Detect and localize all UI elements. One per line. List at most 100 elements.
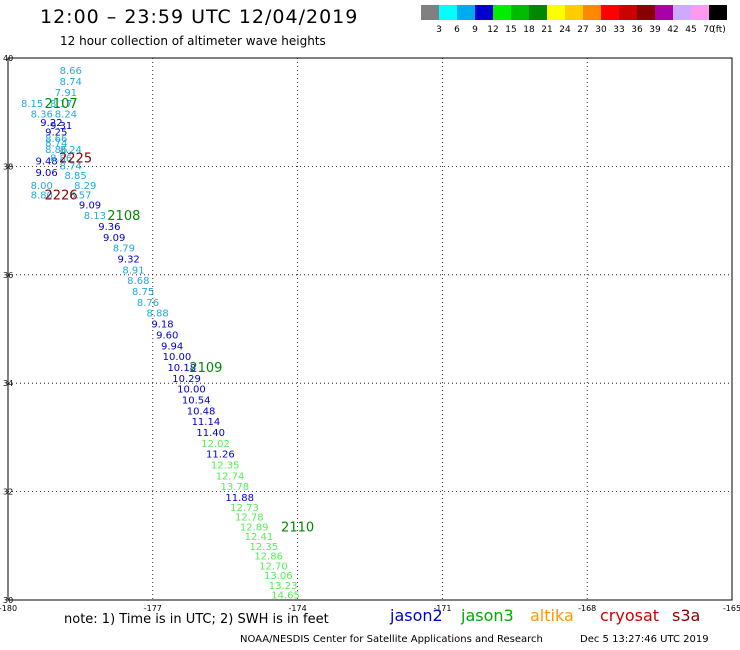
wave-height-value: 12.02	[201, 439, 230, 450]
wave-height-value: 8.68	[127, 276, 149, 287]
y-tick-label: 38	[3, 162, 13, 171]
x-tick-label: -180	[0, 604, 17, 613]
wave-height-value: 8.80	[31, 191, 53, 202]
wave-height-value: 10.54	[182, 395, 211, 406]
colorbar-tick-label: 33	[613, 25, 624, 35]
wave-height-value: 12.74	[216, 471, 245, 482]
colorbar-tick-label: 18	[523, 25, 535, 35]
colorbar-swatch	[637, 5, 655, 20]
pass-time-label: 2225	[59, 152, 92, 167]
y-tick-label: 30	[3, 596, 13, 605]
colorbar-tick-label: 9	[472, 25, 478, 35]
wave-height-value: 12.73	[230, 503, 259, 514]
sat-cryosat: cryosat	[600, 606, 660, 625]
wave-height-value: 8.00	[31, 181, 53, 192]
wave-height-value: 11.26	[206, 450, 235, 461]
wave-height-value: 9.18	[151, 320, 173, 331]
wave-height-value: 8.66	[60, 66, 82, 77]
colorbar-swatch	[673, 5, 691, 20]
colorbar-tick-label: 21	[541, 25, 552, 35]
wave-height-value: 10.29	[172, 374, 201, 385]
x-tick-label: -177	[144, 604, 162, 613]
sat-jason2: jason2	[390, 606, 443, 625]
wave-height-value: 8.74	[45, 139, 67, 150]
wave-height-value: 8.57	[69, 191, 91, 202]
wave-height-value: 8.36	[31, 109, 53, 120]
colorbar-swatch	[421, 5, 439, 20]
wave-height-value: 12.70	[259, 561, 288, 572]
wave-height-value: 10.00	[177, 385, 206, 396]
generated-timestamp: Dec 5 13:27:46 UTC 2019	[580, 634, 709, 645]
wave-height-value: 8.74	[60, 77, 82, 88]
wave-height-value: 12.86	[254, 552, 283, 563]
wave-height-value: 10.48	[187, 406, 216, 417]
wave-height-value: 8.29	[74, 181, 96, 192]
sat-jason3: jason3	[461, 606, 514, 625]
y-tick-label: 34	[3, 379, 13, 388]
wave-height-value: 9.60	[156, 330, 178, 341]
wave-height-value: 12.35	[211, 461, 240, 472]
wave-height-value: 8.66	[45, 134, 67, 145]
wave-height-value: 9.09	[103, 233, 125, 244]
plot-frame	[7, 57, 733, 601]
wave-height-value: 7.91	[55, 88, 77, 99]
colorbar-tick-label: 42	[667, 25, 678, 35]
wave-height-value: 8.74	[60, 161, 82, 172]
wave-height-value: 8.79	[113, 244, 135, 255]
wave-height-value: 13.78	[221, 482, 250, 493]
wave-height-value: 8.24	[60, 145, 82, 156]
sat-altika: altika	[530, 606, 574, 625]
wave-height-value: 12.78	[235, 513, 264, 524]
colorbar-swatch	[601, 5, 619, 20]
wave-height-value: 8.85	[64, 171, 86, 182]
wave-height-value: 8.86	[50, 154, 72, 165]
colorbar-tick-label: 15	[505, 25, 516, 35]
x-tick-label: -171	[433, 604, 451, 613]
wave-height-value: 12.89	[240, 522, 269, 533]
wave-height-value: 9.06	[35, 168, 57, 179]
wave-height-value: 9.94	[161, 341, 183, 352]
x-tick-label: -165	[723, 604, 740, 613]
wave-height-value: 8.86	[45, 145, 67, 156]
wave-height-value: 10.18	[167, 363, 196, 374]
colorbar-unit: (ft)	[712, 25, 726, 35]
colorbar-tick-label: 39	[649, 25, 661, 35]
wave-height-value: 11.14	[192, 417, 221, 428]
pass-time-label: 2226	[45, 189, 78, 204]
wave-height-value: 12.35	[249, 542, 278, 553]
wave-height-value: 11.88	[225, 493, 254, 504]
colorbar-swatch	[547, 5, 565, 20]
colorbar-tick-label: 45	[685, 25, 696, 35]
wave-height-value: 9.36	[98, 222, 120, 233]
wave-height-value: 8.88	[146, 309, 168, 320]
wave-height-value: 11.40	[196, 428, 225, 439]
colorbar-tick-label: 3	[436, 25, 442, 35]
colorbar-swatch	[529, 5, 547, 20]
wave-height-value: 9.22	[40, 118, 62, 129]
pass-time-label: 2108	[107, 209, 140, 224]
y-tick-label: 40	[3, 54, 13, 63]
wave-height-value: 8.13	[84, 211, 106, 222]
y-tick-label: 32	[3, 488, 13, 497]
wave-height-value: 14.65	[271, 591, 300, 602]
footer-note: note: 1) Time is in UTC; 2) SWH is in fe…	[64, 612, 329, 627]
page-subtitle: 12 hour collection of altimeter wave hei…	[60, 34, 326, 48]
colorbar-tick-label: 24	[559, 25, 571, 35]
colorbar-swatch	[709, 5, 727, 20]
colorbar-tick-label: 6	[454, 25, 460, 35]
wave-height-value: 9.25	[45, 128, 67, 139]
colorbar-swatch	[583, 5, 601, 20]
colorbar-swatch	[691, 5, 709, 20]
wave-height-value: 9.48	[35, 156, 57, 167]
pass-time-label: 2110	[281, 520, 314, 535]
sat-s3a: s3a	[672, 606, 701, 625]
colorbar-tick-label: 27	[577, 25, 588, 35]
wave-height-value: 9.31	[50, 121, 72, 132]
colorbar-swatch	[565, 5, 583, 20]
wave-height-value: 8.91	[122, 265, 144, 276]
wave-height-value: 8.76	[137, 298, 159, 309]
wave-height-value: 12.41	[245, 532, 274, 543]
wave-height-value: 8.75	[132, 287, 154, 298]
y-tick-label: 36	[3, 271, 13, 280]
